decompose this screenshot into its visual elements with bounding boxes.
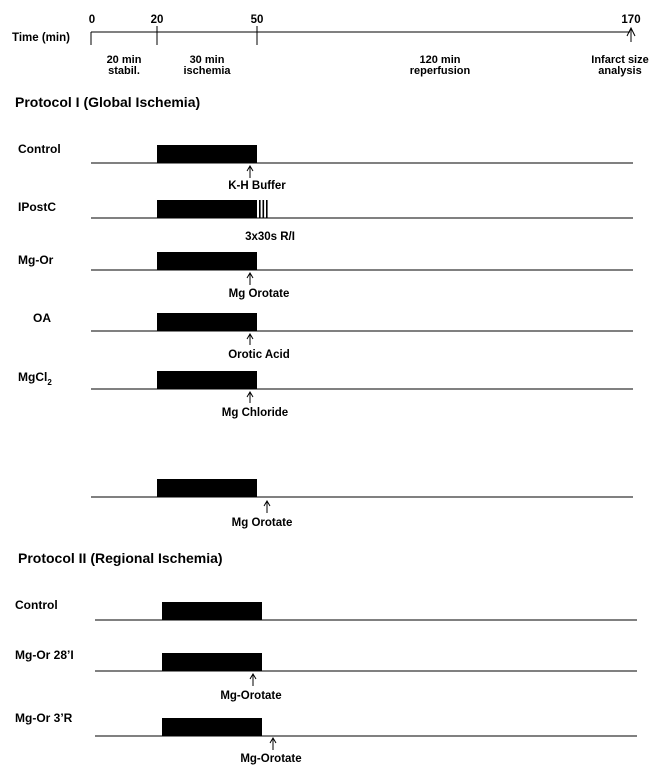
protocol2-title: Protocol II (Regional Ischemia) — [18, 550, 223, 566]
treatment-label: Orotic Acid — [228, 349, 290, 361]
ischemia-bar — [157, 371, 257, 389]
tick-label-20: 20 — [151, 14, 164, 26]
protocol1-row-mgcl2: MgCl2 Mg Chloride — [18, 370, 633, 419]
postc-cycle-mark — [262, 200, 265, 218]
ischemia-bar — [157, 252, 257, 270]
arrowhead-icon — [246, 165, 254, 172]
row-label-subscript: 2 — [47, 378, 52, 387]
tick-label-0: 0 — [89, 14, 95, 26]
arrowhead-icon — [269, 737, 277, 744]
row-label: IPostC — [18, 200, 56, 214]
postc-cycle-mark — [259, 200, 261, 218]
arrowhead-icon — [249, 673, 257, 680]
row-label-main: MgCl — [18, 370, 47, 384]
phase-stabil-line1: 20 min — [107, 54, 142, 66]
end-arrow-icon — [626, 26, 636, 37]
protocol1-row-mg-or: Mg-Or Mg Orotate — [18, 252, 633, 300]
postc-cycles — [259, 200, 268, 218]
protocol2-row-mg-or-28i: Mg-Or 28’I Mg-Orotate — [15, 648, 637, 702]
arrowhead-icon — [246, 333, 254, 340]
row-label: Control — [18, 142, 61, 156]
ischemia-bar — [162, 718, 262, 736]
end-label-line1: Infarct size — [591, 54, 648, 66]
postc-cycle-mark — [266, 200, 268, 218]
treatment-label: 3x30s R/I — [245, 231, 295, 243]
protocol2-row-control: Control — [15, 598, 637, 621]
phase-ischemia-line1: 30 min — [190, 54, 225, 66]
row-label: OA — [33, 311, 51, 325]
ischemia-bar — [162, 653, 262, 671]
protocol1-row-mg-or-reperfusion: Mg Orotate — [91, 479, 633, 529]
row-label: MgCl2 — [18, 370, 52, 387]
ischemia-bar — [157, 200, 257, 218]
end-label-line2: analysis — [598, 65, 641, 77]
protocol1-row-ipostc: IPostC 3x30s R/I — [18, 200, 633, 243]
treatment-label: Mg-Orotate — [220, 690, 281, 702]
row-label: Control — [15, 598, 58, 612]
treatment-label: K-H Buffer — [228, 180, 286, 192]
protocol2-row-mg-or-3r: Mg-Or 3’R Mg-Orotate — [15, 711, 637, 765]
ischemia-bar — [157, 479, 257, 497]
protocol1-row-oa: OA Orotic Acid — [33, 311, 633, 361]
treatment-label: Mg-Orotate — [240, 753, 301, 765]
phase-ischemia-line2: ischemia — [183, 65, 231, 77]
tick-label-50: 50 — [251, 14, 264, 26]
protocol1-row-control: Control K-H Buffer — [18, 142, 633, 192]
treatment-label: Mg Orotate — [232, 517, 293, 529]
arrowhead-icon — [263, 500, 271, 507]
treatment-label: Mg Chloride — [222, 407, 288, 419]
phase-reperfusion-line1: 120 min — [420, 54, 461, 66]
treatment-label: Mg Orotate — [229, 288, 290, 300]
ischemia-bar — [162, 602, 262, 620]
arrowhead-icon — [246, 272, 254, 279]
phase-reperfusion-line2: reperfusion — [410, 65, 471, 77]
ischemia-bar — [157, 313, 257, 331]
tick-label-170: 170 — [621, 14, 640, 26]
timeline: 0 20 50 170 Time (min) 20 min stabil. 30… — [12, 14, 649, 77]
row-label: Mg-Or — [18, 253, 54, 267]
row-label: Mg-Or 3’R — [15, 711, 73, 725]
arrowhead-icon — [246, 391, 254, 398]
protocol1-title: Protocol I (Global Ischemia) — [15, 94, 200, 110]
time-axis-label: Time (min) — [12, 32, 70, 44]
row-label: Mg-Or 28’I — [15, 648, 74, 662]
ischemia-bar — [157, 145, 257, 163]
phase-stabil-line2: stabil. — [108, 65, 140, 77]
